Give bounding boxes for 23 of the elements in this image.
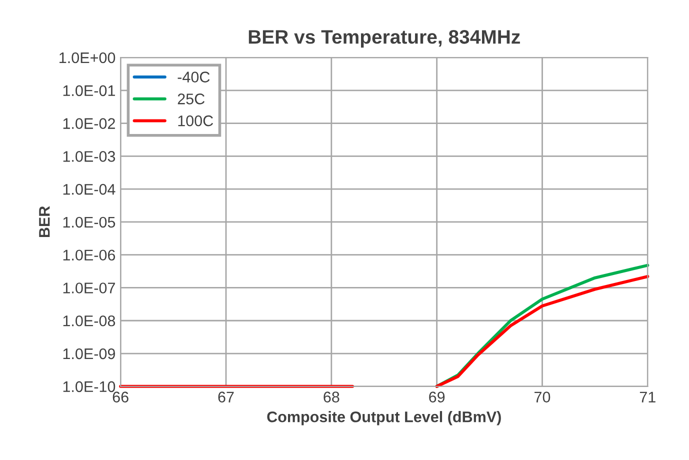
y-tick-label: 1.0E-04 <box>63 184 116 195</box>
x-tick-label: 66 <box>112 392 128 402</box>
y-tick-label: 1.0E+00 <box>60 52 116 64</box>
legend-label: 100C <box>178 115 214 126</box>
legend-label: 25C <box>178 94 205 104</box>
y-tick-label: 1.0E-07 <box>63 282 115 294</box>
x-tick-label: 71 <box>640 392 656 402</box>
y-tick-label: 1.0E-01 <box>63 85 115 96</box>
y-axis-title: BER <box>39 206 50 238</box>
y-tick-label: 1.0E-09 <box>63 348 115 360</box>
legend-label: -40C <box>178 72 210 82</box>
y-tick-label: 1.0E-03 <box>63 151 116 162</box>
x-tick-label: 69 <box>429 392 445 402</box>
y-tick-label: 1.0E-05 <box>63 216 116 228</box>
x-tick-label: 68 <box>324 392 340 402</box>
y-tick-label: 1.0E-08 <box>63 315 116 326</box>
y-tick-label: 1.0E-02 <box>63 118 115 129</box>
x-tick-label: 67 <box>218 392 234 402</box>
x-tick-label: 70 <box>534 392 550 402</box>
y-tick-label: 1.0E-10 <box>63 381 116 392</box>
x-axis-title: Composite Output Level (dBmV) <box>267 411 501 426</box>
y-tick-label: 1.0E-06 <box>63 250 116 261</box>
chart-title: BER vs Temperature, 834MHz <box>248 30 520 48</box>
